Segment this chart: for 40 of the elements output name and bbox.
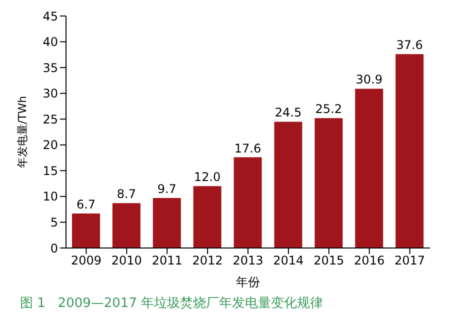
- x-tick-label: 2014: [273, 254, 304, 268]
- bar: [193, 186, 222, 248]
- data-label: 12.0: [194, 170, 221, 184]
- y-axis-title: 年发电量/TWh: [16, 96, 29, 168]
- data-label: 9.7: [157, 182, 176, 196]
- x-tick-label: 2012: [192, 254, 223, 268]
- y-tick-label: 40: [42, 35, 58, 50]
- x-tick-label: 2009: [70, 254, 102, 268]
- data-label: 6.7: [76, 197, 96, 212]
- y-tick-label: 5: [50, 215, 58, 230]
- bar: [314, 118, 343, 248]
- y-tick-label: 20: [42, 138, 58, 152]
- text: 图 1 2009—2017 年垃圾焚烧厂年发电量变化规律: [19, 295, 324, 312]
- bar: [274, 122, 302, 248]
- data-label: 37.6: [396, 38, 423, 52]
- x-axis-title: 年份: [236, 275, 260, 289]
- y-tick-label: 0: [50, 241, 58, 256]
- data-label: 24.5: [274, 106, 302, 120]
- bar: [72, 213, 100, 248]
- x-tick-label: 2011: [152, 254, 182, 268]
- data-label: 8.7: [116, 187, 136, 202]
- data-label: 25.2: [315, 102, 342, 116]
- bar: [112, 203, 140, 248]
- x-tick-label: 2013: [232, 254, 264, 268]
- y-tick-label: 25: [42, 112, 58, 126]
- y-tick-label: 35: [42, 60, 58, 75]
- bar: [396, 54, 424, 248]
- bar: [355, 88, 384, 248]
- data-label: 17.6: [234, 141, 262, 156]
- x-tick-label: 2010: [111, 254, 142, 268]
- bar: [234, 157, 262, 248]
- y-tick-label: 10: [42, 190, 58, 204]
- data-label: 30.9: [356, 72, 382, 87]
- bar: [152, 198, 181, 248]
- y-tick-label: 45: [42, 9, 58, 24]
- x-tick-label: 2015: [314, 254, 344, 268]
- x-tick-label: 2016: [354, 254, 385, 268]
- x-tick-label: 2017: [394, 254, 426, 268]
- y-tick-label: 30: [42, 86, 58, 101]
- y-tick-label: 15: [42, 164, 58, 178]
